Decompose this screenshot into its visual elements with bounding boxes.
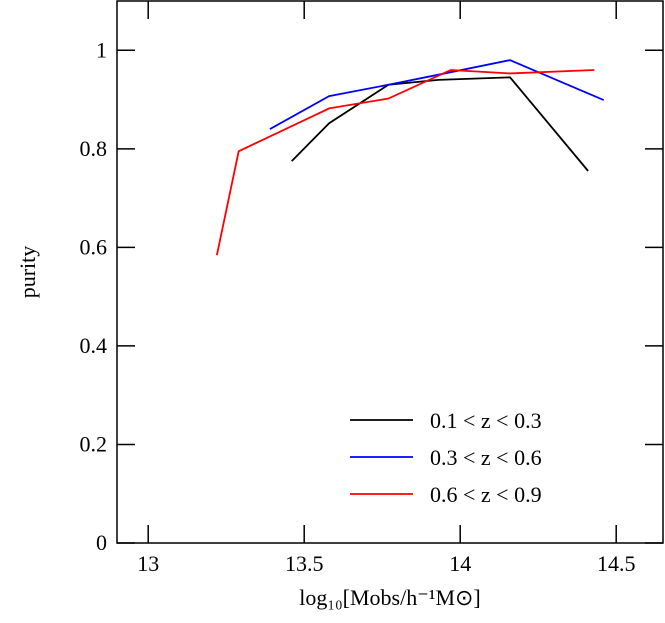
y-axis-label: purity [15, 246, 40, 299]
x-tick-label: 13 [137, 551, 159, 576]
legend-label: 0.6 < z < 0.9 [430, 482, 542, 507]
x-tick-label: 13.5 [285, 551, 324, 576]
x-tick-label: 14.5 [597, 551, 636, 576]
y-tick-label: 0.4 [80, 333, 108, 358]
plot-frame [116, 0, 664, 544]
series-line [291, 76, 589, 172]
y-tick-label: 1 [96, 37, 107, 62]
y-tick-label: 0 [96, 530, 107, 555]
legend-label: 0.3 < z < 0.6 [430, 445, 542, 470]
y-tick-label: 0.2 [80, 431, 108, 456]
series-line [269, 59, 605, 130]
y-tick-label: 0.8 [80, 136, 108, 161]
x-axis-label: log₁₀[Mobs/h⁻¹M⊙] [299, 585, 481, 610]
y-tick-label: 0.6 [80, 234, 108, 259]
series-line [215, 69, 595, 256]
x-tick-label: 14 [449, 551, 471, 576]
legend-label: 0.1 < z < 0.3 [430, 408, 542, 433]
